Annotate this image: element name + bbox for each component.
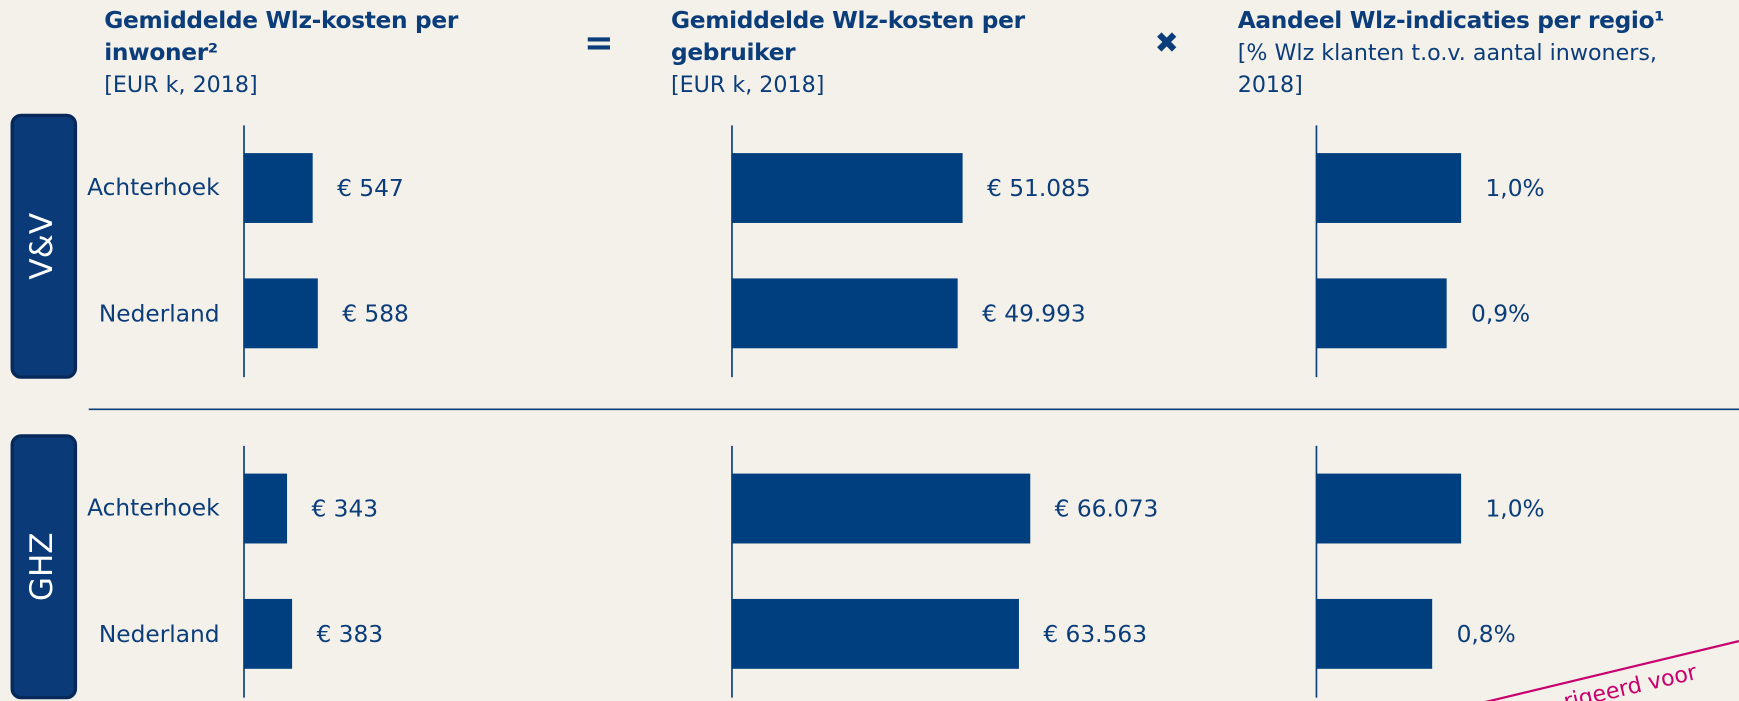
column-subtitle: [EUR k, 2018] — [104, 71, 258, 98]
value-label: € 383 — [316, 621, 383, 648]
value-label: € 51.085 — [987, 175, 1091, 202]
bar — [731, 473, 1031, 544]
value-label: € 588 — [342, 301, 409, 328]
category-label: Nederland — [99, 301, 220, 328]
group-box — [10, 434, 78, 700]
group-box — [10, 113, 78, 379]
value-label: € 66.073 — [1055, 496, 1159, 523]
group-label: GHZ — [24, 532, 60, 601]
stamp-line — [1484, 639, 1739, 701]
bar — [1316, 598, 1433, 669]
category-label: Achterhoek — [87, 495, 220, 522]
operator: ✖ — [1155, 25, 1179, 59]
value-label: 0,9% — [1471, 301, 1530, 328]
value-label: 1,0% — [1486, 175, 1545, 202]
column-subtitle: [EUR k, 2018] — [670, 71, 825, 98]
bar — [243, 278, 318, 349]
value-label: 1,0% — [1486, 496, 1545, 523]
bar — [731, 278, 958, 349]
bar — [243, 153, 313, 223]
header: Aandeel Wlz-indicaties per regio¹ [% Wlz … — [1238, 4, 1704, 100]
value-label: € 343 — [311, 496, 378, 523]
column-title: Aandeel Wlz-indicaties per regio¹ — [1237, 6, 1665, 34]
column-subtitle: [% Wlz klanten t.o.v. aantal inwoners, 2… — [1237, 38, 1657, 98]
category-label: Nederland — [99, 621, 220, 648]
header-text: Aandeel Wlz-indicaties per regio¹ [% Wlz … — [1238, 4, 1704, 100]
value-label: € 63.563 — [1043, 621, 1147, 648]
column-title: Gemiddelde Wlz-kosten per inwoner² — [104, 6, 459, 66]
header: Gemiddelde Wlz-kosten per inwoner² [EUR k… — [104, 4, 570, 100]
group-label: V&V — [24, 213, 60, 280]
value-label: € 49.993 — [982, 301, 1086, 328]
bar — [731, 598, 1019, 669]
header-text: Gemiddelde Wlz-kosten per inwoner² [EUR k… — [104, 4, 570, 100]
bar — [243, 598, 293, 669]
bar — [731, 153, 963, 223]
value-label: 0,8% — [1457, 621, 1516, 648]
operator: = — [584, 22, 614, 63]
column-title: Gemiddelde Wlz-kosten per gebruiker — [670, 6, 1025, 66]
bar — [243, 473, 288, 544]
bar — [1316, 473, 1462, 544]
bar — [1316, 153, 1462, 223]
header-text: Gemiddelde Wlz-kosten per gebruiker [EUR … — [671, 4, 1148, 100]
header: Gemiddelde Wlz-kosten per gebruiker [EUR … — [671, 4, 1148, 100]
value-label: € 547 — [337, 175, 404, 202]
category-label: Achterhoek — [87, 174, 220, 201]
bar — [1316, 278, 1447, 349]
